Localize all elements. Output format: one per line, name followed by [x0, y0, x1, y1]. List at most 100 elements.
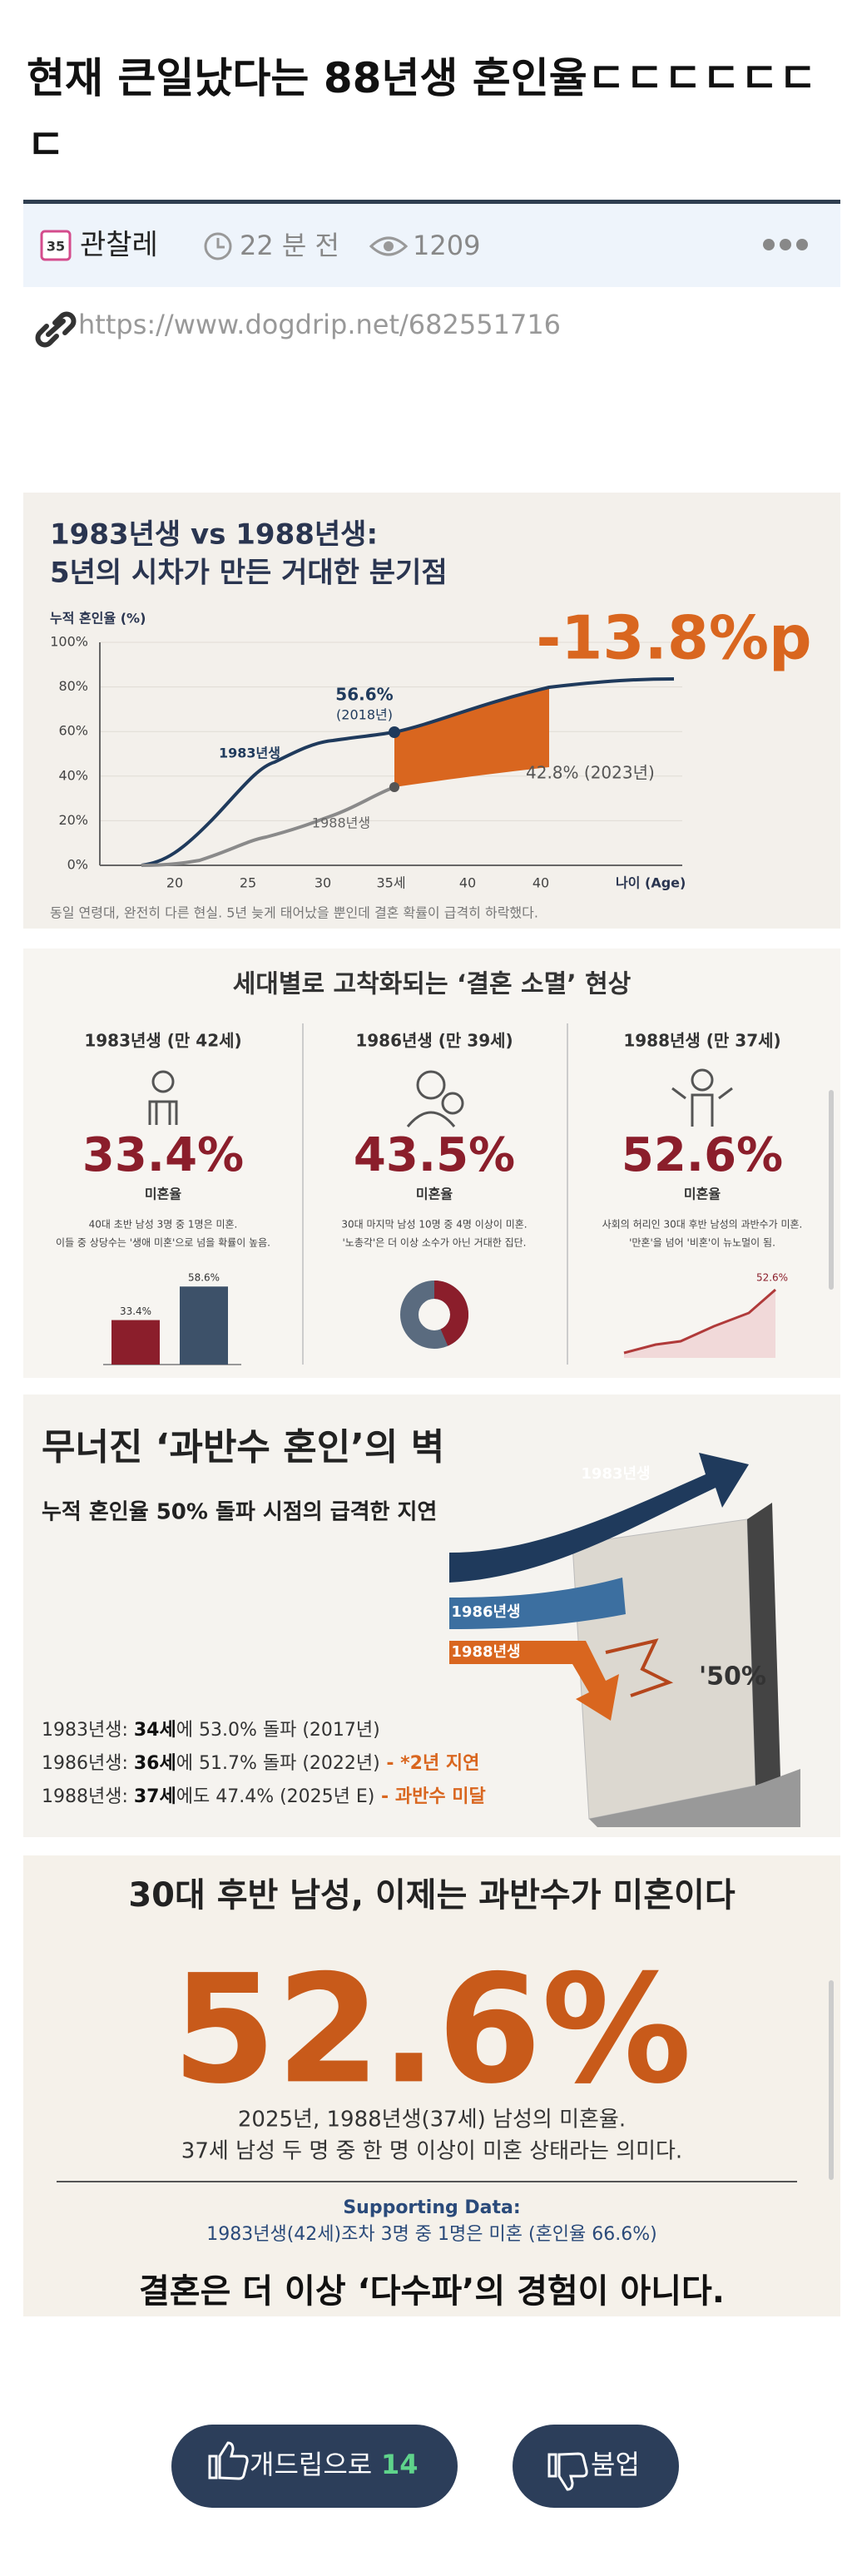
dot[interactable] [796, 239, 808, 250]
panel-bg [23, 1855, 840, 2316]
bar [180, 1286, 228, 1365]
trend-label: 52.6% [756, 1272, 788, 1284]
panel-bg [23, 493, 840, 929]
description: 40대 초반 남성 3명 중 1명은 미혼. [89, 1219, 238, 1231]
upvote-label[interactable]: 개드립으로 [250, 2449, 372, 2480]
columns: 1983년생 (만 42세) 33.4% 미혼율 40대 초반 남성 3명 중 1명은… [56, 1031, 802, 1249]
scrollbar [829, 1980, 834, 2180]
series-label-1988: 1988년생 [312, 815, 370, 831]
wall-base [589, 1769, 800, 1827]
author-icon [40, 230, 72, 261]
x-tick-label: 35세 [376, 875, 405, 891]
info3-subtitle: 누적 혼인율 50% 돌파 시점의 급격한 지연 [42, 1500, 437, 1525]
post-url[interactable]: https://www.dogdrip.net/682551716 [78, 309, 561, 340]
clock-hand [216, 238, 225, 249]
info2-title: 세대별로 고착화되는 ‘결혼 소멸’ 현상 [233, 970, 632, 999]
value-label: 미혼율 [145, 1186, 181, 1202]
point-year: (2018년) [336, 707, 393, 723]
x-tick-label: 30 [315, 875, 331, 891]
fact-line: 1986년생: 36세에 51.7% 돌파 (2022년) - *2년 지연 [42, 1753, 479, 1774]
link-part [46, 319, 66, 337]
x-ticks: 20 25 30 35세 40 40 [166, 875, 549, 891]
y-tick-label: 60% [58, 723, 88, 739]
panel-bg [23, 949, 840, 1378]
upvote-count[interactable]: 14 [381, 2449, 419, 2480]
author-name[interactable]: 관찰레 [80, 229, 158, 262]
column-value: 33.4% [82, 1128, 244, 1182]
y-tick-label: 80% [58, 678, 88, 694]
more-menu[interactable] [763, 239, 808, 250]
link-part [52, 311, 77, 335]
icon-part [416, 1070, 446, 1100]
info4-title: 30대 후반 남성, 이제는 과반수가 미혼이다 [128, 1876, 735, 1915]
column-header: 1986년생 (만 39세) [355, 1031, 513, 1051]
arrow-1986 [449, 1578, 626, 1629]
icon-part [151, 1070, 175, 1093]
end-label: 42.8% (2023년) [526, 763, 655, 783]
x-tick-label: 40 [459, 875, 476, 891]
downvote-button[interactable]: 붐업 [513, 2425, 679, 2508]
big-number: -13.8%p [536, 603, 811, 673]
mini-charts: 33.4% 58.6% 52.6% [111, 1272, 788, 1365]
fact-line: 1988년생: 37세에도 47.4% (2025년 E) - 과반수 미달 [42, 1786, 486, 1807]
button-bg[interactable] [171, 2425, 458, 2508]
gap-area [394, 686, 549, 787]
x-tick-label: 40 [532, 875, 549, 891]
infographic-2: 세대별로 고착화되는 ‘결혼 소멸’ 현상 1983년생 (만 42세) 33.4… [23, 949, 840, 1378]
upvote-button[interactable]: 개드립으로 14 [171, 2425, 458, 2508]
description: 이들 중 상당수는 '생애 미혼'으로 넘을 확률이 높음. [56, 1237, 270, 1249]
icon-person [148, 1070, 178, 1125]
fact-prefix: 1988년생: [42, 1786, 134, 1807]
trend-line [623, 1288, 776, 1355]
column-value: 43.5% [354, 1128, 515, 1182]
fact-age: 34세 [134, 1720, 176, 1741]
arrow-label: 1983년생 [581, 1465, 650, 1483]
dot[interactable] [780, 239, 791, 250]
dot[interactable] [763, 239, 775, 250]
line-1: 2025년, 1988년생(37세) 남성의 미혼율. [238, 2108, 626, 2133]
eye-icon [369, 236, 409, 256]
fact-prefix: 1986년생: [42, 1753, 134, 1774]
post-title: 현재 큰일났다는 88년생 혼인율ㄷㄷㄷㄷㄷㄷㄷ [27, 54, 817, 169]
icon-part [406, 1111, 456, 1127]
y-tick-label: 20% [58, 812, 88, 828]
downvote-label[interactable]: 붐업 [591, 2449, 640, 2480]
fact-note: - 과반수 미달 [374, 1786, 485, 1807]
bar [111, 1320, 160, 1365]
thumb-up-icon[interactable] [208, 2441, 249, 2480]
column-value: 52.6% [622, 1128, 783, 1182]
description: '만혼'을 넘어 '비혼'이 뉴노멀이 됨. [629, 1237, 775, 1249]
big-number: 52.6% [172, 1943, 691, 2117]
arrow-label: 1988년생 [451, 1643, 520, 1661]
point-1988 [389, 782, 399, 792]
thumb-down-icon[interactable] [547, 2452, 588, 2491]
arrow-labels: 1983년생 1986년생 1988년생 [451, 1465, 650, 1661]
point-label: 56.6% [335, 685, 393, 705]
fact-note: - *2년 지연 [380, 1753, 480, 1774]
button-bg[interactable] [513, 2425, 679, 2508]
fact-age: 36세 [134, 1753, 176, 1774]
series-label-1983: 1983년생 [219, 746, 280, 761]
link-part [35, 324, 59, 348]
icon-person-arrows [671, 1068, 733, 1127]
fact-rest: 에도 47.4% (2025년 E) [176, 1786, 375, 1807]
point-2018 [389, 726, 400, 738]
x-axis-label: 나이 (Age) [616, 875, 686, 891]
footer: 결혼은 더 이상 ‘다수파’의 경험이 아니다. [139, 2272, 725, 2311]
line-2: 37세 남성 두 명 중 한 명 이상이 미혼 상태라는 의미다. [181, 2139, 682, 2164]
infographic-4: 30대 후반 남성, 이제는 과반수가 미혼이다 52.6% 2025년, 19… [23, 1855, 840, 2316]
caption: 동일 연령대, 완전히 다른 현실. 5년 늦게 태어났을 뿐인데 결혼 확률이… [50, 905, 538, 921]
author-badge: 35 [47, 239, 65, 255]
line-1983 [141, 677, 675, 867]
bar-label: 58.6% [188, 1272, 220, 1284]
infographic-3: 무너진 ‘과반수 혼인’의 벽 누적 혼인율 50% 돌파 시점의 급격한 지연… [23, 1395, 840, 1837]
icon-part [671, 1087, 733, 1127]
scrollbar [829, 1090, 834, 1290]
wall-label: '50% [699, 1662, 766, 1692]
support-text: 1983년생(42세)조차 3명 중 1명은 미혼 (혼인율 66.6%) [206, 2224, 657, 2245]
y-tick-label: 100% [50, 634, 88, 650]
value-label: 미혼율 [684, 1186, 721, 1202]
